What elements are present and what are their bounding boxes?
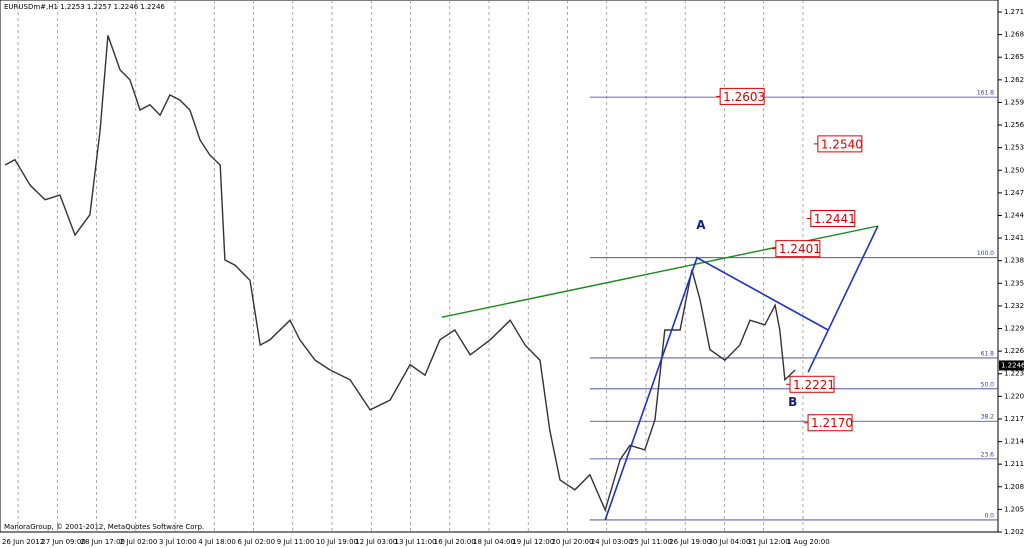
plot-frame [0, 0, 999, 533]
y-tick-label: 1.2565 [1004, 121, 1024, 129]
wave-line [604, 256, 829, 521]
y-tick-label: 1.2025 [1004, 528, 1024, 536]
chart-title: EURUSDm#,H1 1.2253 1.2257 1.2246 1.2246 [4, 3, 165, 11]
y-tick-label: 1.2685 [1004, 31, 1024, 39]
y-tick-label: 1.2145 [1004, 438, 1024, 446]
price-box-label: 1.2401 [779, 242, 821, 256]
y-tick-label: 1.2655 [1004, 53, 1024, 61]
price-box-label: 1.2170 [811, 416, 853, 430]
x-tick-label: 27 Jun 09:00 [41, 538, 85, 546]
y-tick-label: 1.2475 [1004, 189, 1024, 197]
x-tick-label: 16 Jul 20:00 [434, 538, 476, 546]
y-tick-label: 1.2295 [1004, 325, 1024, 333]
x-tick-label: 26 Jul 19:00 [669, 538, 711, 546]
y-tick-label: 1.2325 [1004, 302, 1024, 310]
fib-label: 100.0 [977, 250, 994, 257]
x-tick-label: 4 Jul 18:00 [198, 538, 236, 546]
y-tick-label: 1.2265 [1004, 347, 1024, 355]
y-tick-label: 1.2235 [1004, 370, 1024, 378]
x-tick-label: 2 Jul 02:00 [120, 538, 158, 546]
x-tick-label: 3 Jul 10:00 [159, 538, 197, 546]
y-tick-label: 1.2595 [1004, 98, 1024, 106]
x-tick-label: 6 Jul 02:00 [238, 538, 276, 546]
y-tick-label: 1.2535 [1004, 144, 1024, 152]
x-tick-label: 9 Jul 11:00 [277, 538, 315, 546]
x-tick-label: 1 Aug 20:00 [787, 538, 830, 546]
y-tick-label: 1.2415 [1004, 234, 1024, 242]
y-tick-label: 1.2055 [1004, 505, 1024, 513]
price-line [4, 35, 796, 513]
fib-label: 23.6 [981, 451, 995, 458]
price-box-label: 1.2221 [793, 378, 835, 392]
y-tick-label: 1.2115 [1004, 460, 1024, 468]
y-tick-label: 1.2385 [1004, 257, 1024, 265]
x-tick-label: 13 Jul 11:00 [395, 538, 437, 546]
x-tick-label: 19 Jul 12:00 [512, 538, 554, 546]
x-tick-label: 20 Jul 20:00 [551, 538, 593, 546]
x-tick-label: 31 Jul 12:00 [748, 538, 790, 546]
x-tick-label: 28 Jun 17:00 [81, 538, 125, 546]
current-price-box [999, 360, 1024, 371]
y-tick-label: 1.2355 [1004, 279, 1024, 287]
price-box-label: 1.2603 [723, 90, 765, 104]
price-box-label: 1.2441 [814, 212, 856, 226]
fib-label: 0.0 [984, 512, 994, 519]
current-price-label: 1.2246 [1001, 361, 1024, 369]
fib-label: 161.8 [977, 90, 994, 97]
y-tick-label: 1.2715 [1004, 8, 1024, 16]
x-tick-label: 10 Jul 19:00 [316, 538, 358, 546]
wave-line [807, 225, 879, 373]
x-tick-label: 30 Jul 04:00 [708, 538, 750, 546]
wave-point: A [696, 218, 706, 232]
y-tick-label: 1.2175 [1004, 415, 1024, 423]
footer: ManoraGroup, © 2001-2012, MetaQuotes Sof… [4, 523, 204, 531]
x-tick-label: 24 Jul 03:00 [591, 538, 633, 546]
x-tick-label: 26 Jun 2012 [2, 538, 44, 546]
y-tick-label: 1.2505 [1004, 166, 1024, 174]
x-tick-label: 25 Jul 11:00 [630, 538, 672, 546]
x-tick-label: 18 Jul 04:00 [473, 538, 515, 546]
fib-label: 38.2 [981, 414, 995, 421]
y-tick-label: 1.2205 [1004, 392, 1024, 400]
price-box-label: 1.2540 [821, 137, 863, 151]
y-tick-label: 1.2625 [1004, 76, 1024, 84]
wave-point: B [788, 395, 797, 409]
fib-label: 61.8 [981, 350, 995, 357]
y-tick-label: 1.2445 [1004, 211, 1024, 219]
y-tick-label: 1.2085 [1004, 483, 1024, 491]
x-tick-label: 12 Jul 03:00 [355, 538, 397, 546]
fib-label: 50.0 [981, 381, 995, 388]
